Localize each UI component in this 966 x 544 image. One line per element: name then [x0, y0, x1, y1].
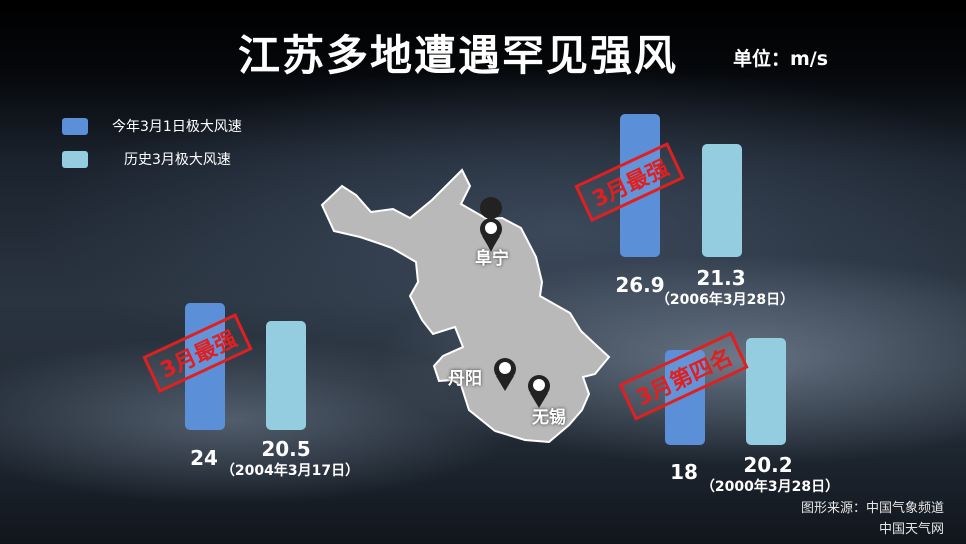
- legend-swatch-current: [62, 117, 88, 135]
- bar-history-funing: [702, 144, 742, 257]
- jiangsu-province-shape: [320, 168, 611, 444]
- unit-label: 单位：m/s: [733, 48, 829, 70]
- history-date-funing: （2006年3月28日）: [655, 292, 795, 308]
- city-label-funing: 阜宁: [475, 249, 509, 269]
- legend-label-history: 历史3月极大风速: [124, 152, 231, 168]
- pin-icon-wuxi: [528, 375, 550, 408]
- history-date-danyang: （2004年3月17日）: [220, 463, 360, 479]
- source-line-1: 图形来源：中国气象频道: [800, 501, 944, 516]
- history-date-wuxi: （2000年3月28日）: [700, 479, 840, 495]
- legend-label-current: 今年3月1日极大风速: [112, 119, 242, 135]
- pin-icon-funing: [480, 197, 503, 252]
- value-label-current-funing: 26.9: [615, 273, 665, 297]
- value-label-history-funing: 21.3: [696, 266, 746, 290]
- legend-item-current: 今年3月1日极大风速: [62, 116, 242, 136]
- value-label-history-wuxi: 20.2: [743, 453, 793, 477]
- value-label-history-danyang: 20.5: [261, 437, 311, 461]
- legend-item-history: 历史3月极大风速: [62, 149, 231, 169]
- bar-current-funing: [620, 114, 660, 257]
- bar-current-wuxi: [665, 349, 705, 445]
- city-label-danyang: 丹阳: [448, 369, 482, 389]
- bar-history-wuxi: [746, 337, 786, 445]
- legend-swatch-history: [62, 150, 88, 168]
- bar-current-danyang: [185, 302, 225, 430]
- pin-icon-danyang: [494, 358, 516, 391]
- bar-history-danyang: [266, 321, 306, 430]
- city-label-wuxi: 无锡: [532, 408, 566, 428]
- value-label-current-danyang: 24: [190, 446, 218, 470]
- value-label-current-wuxi: 18: [670, 460, 698, 484]
- source-line-2: 中国天气网: [878, 522, 944, 537]
- page-title: 江苏多地遭遇罕见强风: [238, 31, 679, 80]
